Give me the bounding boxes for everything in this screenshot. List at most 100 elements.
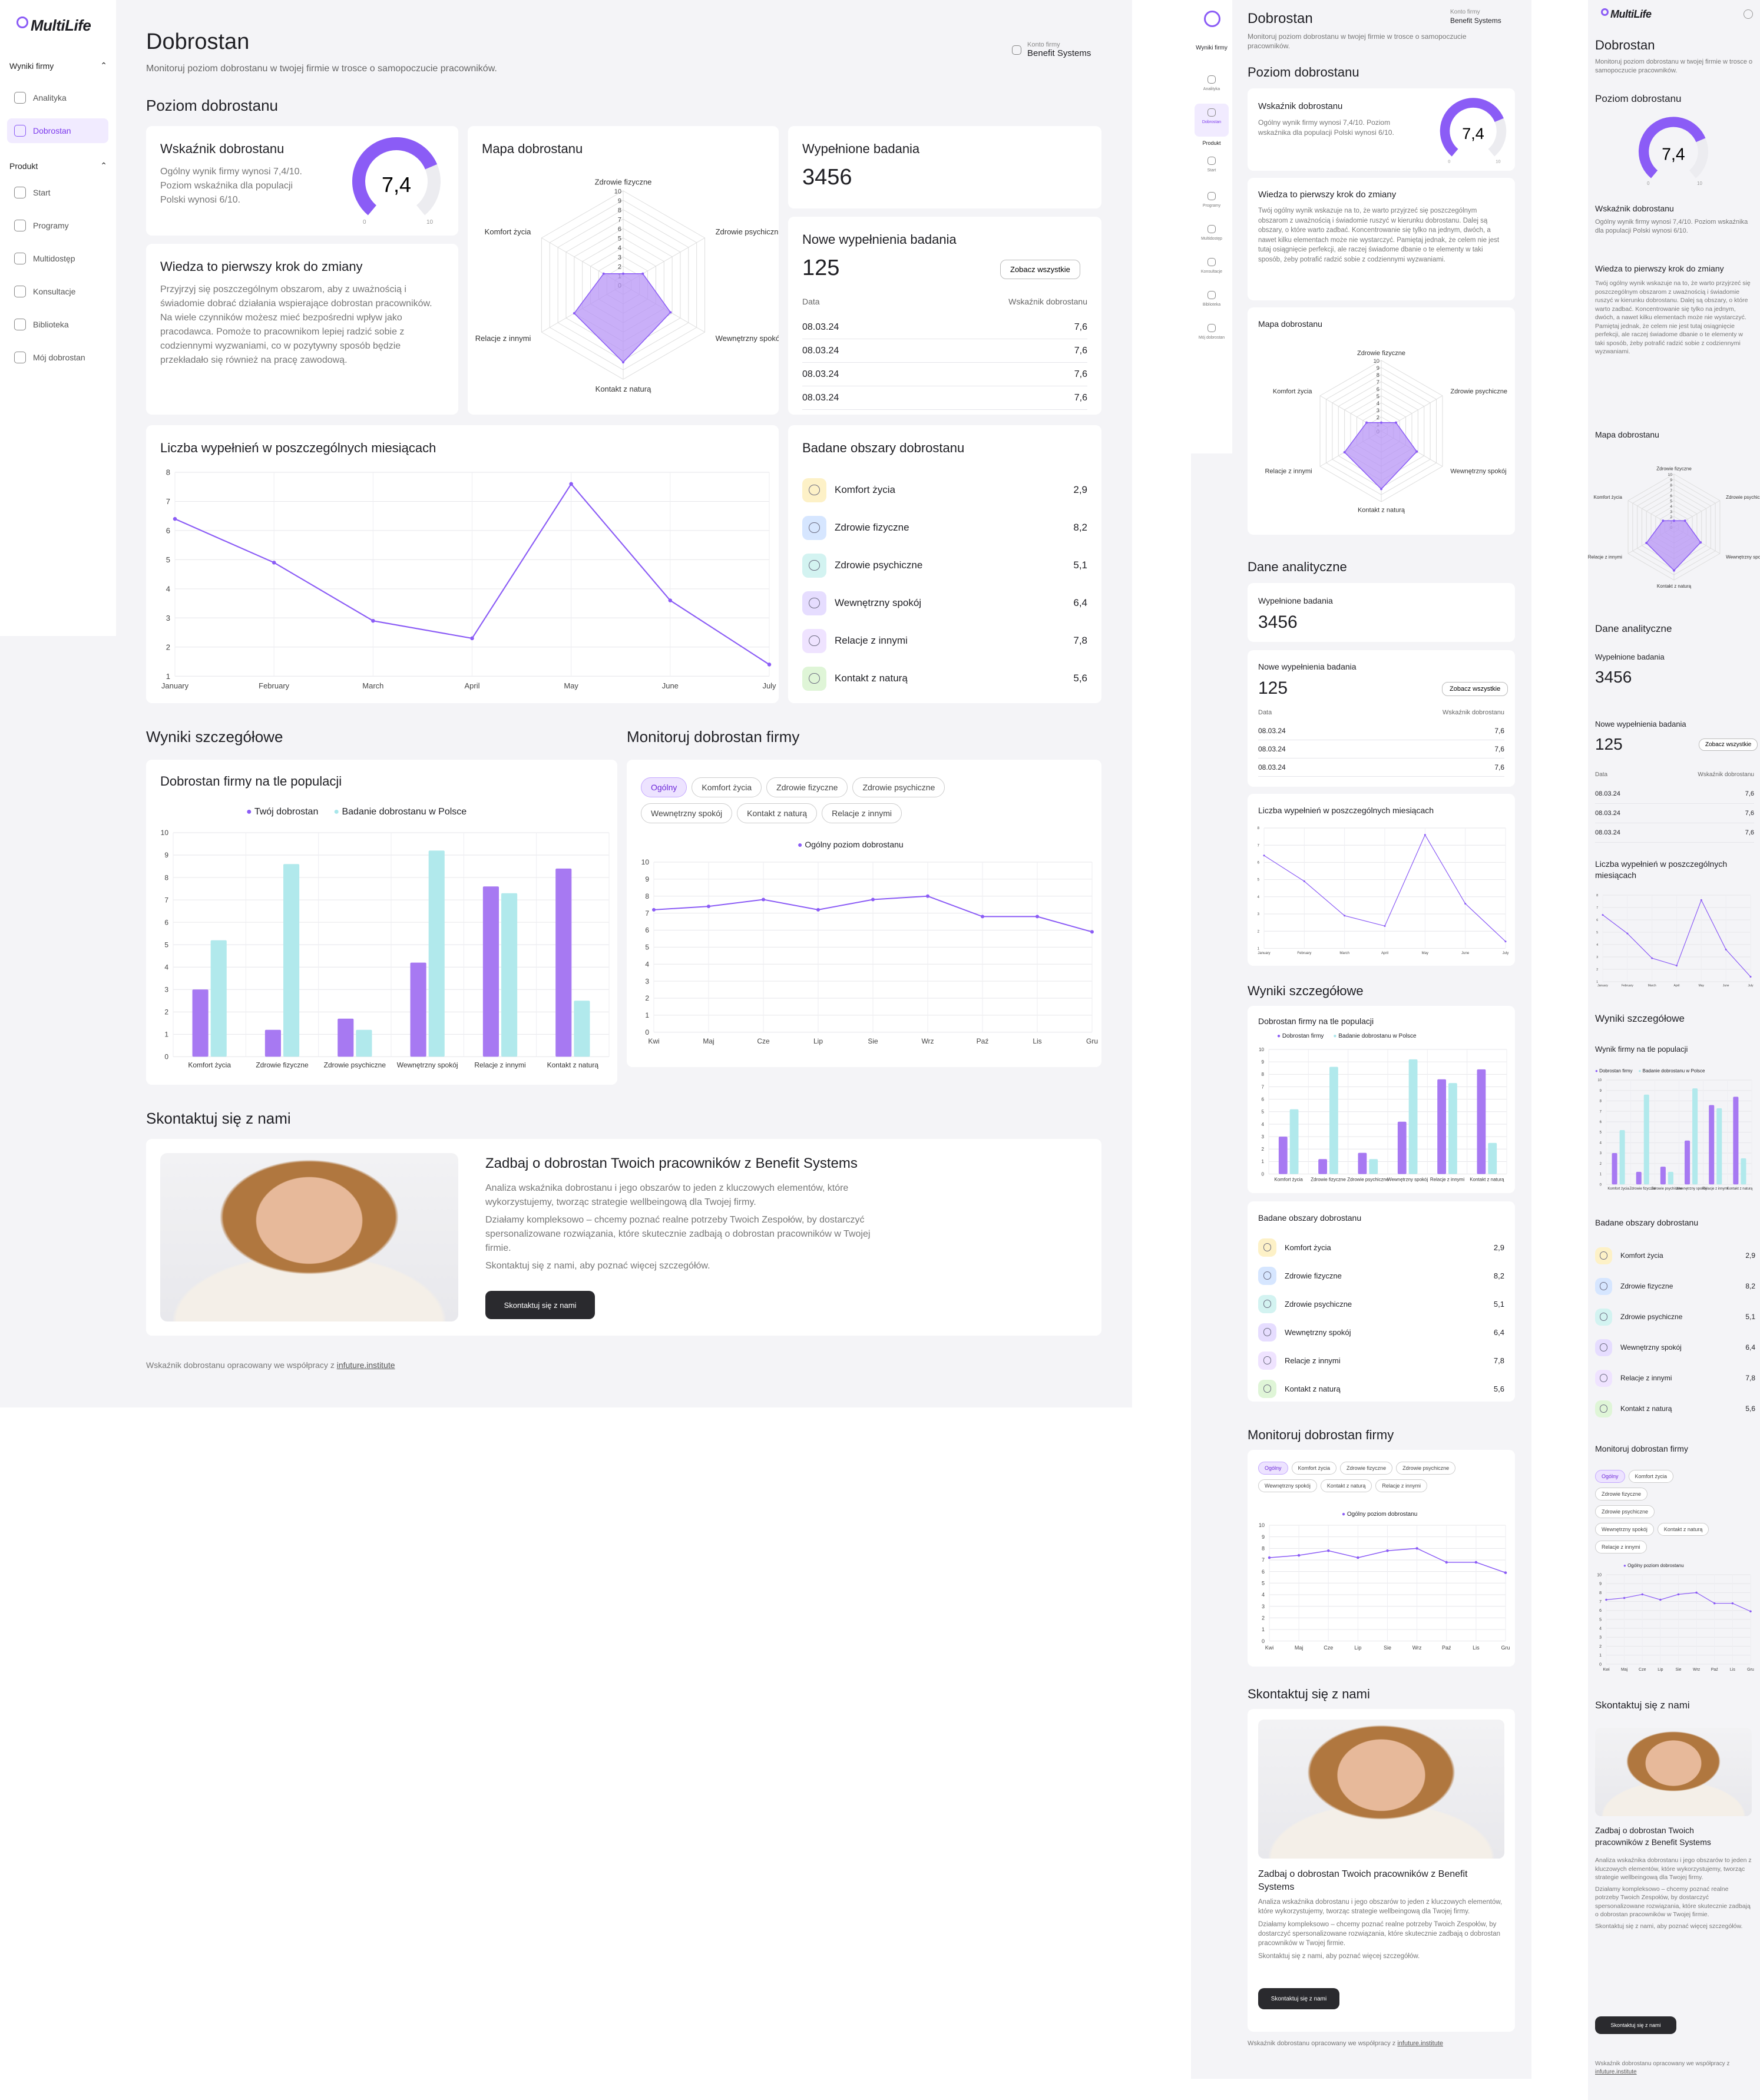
data-point [1626,932,1629,935]
y-tick-label: 1 [1600,1173,1602,1177]
y-tick-label: 9 [1262,1534,1265,1540]
contact-button[interactable]: Skontaktuj się z nami [485,1291,595,1319]
tab-kontakt-z-naturą[interactable]: Kontakt z naturą [1657,1523,1709,1536]
rail-item-biblioteka[interactable]: Biblioteka [1191,286,1232,319]
footer-link[interactable]: infuture.institute [336,1360,395,1370]
tab-zdrowie-fizyczne[interactable]: Zdrowie fizyczne [1595,1488,1648,1501]
area-value: 6,4 [1493,1327,1504,1337]
y-tick-label: 1 [164,1031,168,1039]
data-point [1749,976,1752,978]
sidebar-item-mój-dobrostan[interactable]: Mój dobrostan [7,345,108,370]
desktop-view: MultiLife Wyniki firmy ⌃ Analityka Dobrost… [0,0,1132,1407]
tab-wewnętrzny-spokój[interactable]: Wewnętrzny spokój [1258,1479,1317,1492]
tab-zdrowie-psychiczne[interactable]: Zdrowie psychiczne [852,777,945,797]
index-value: 7,4 [382,173,411,197]
tab-relacje-z-innymi[interactable]: Relacje z innymi [1375,1479,1427,1492]
y-tick-label: 2 [1596,968,1598,972]
tablet-areas-card: Badane obszary dobrostanu Komfort życia 2… [1248,1201,1515,1402]
x-tick-label: Zdrowie psychiczne [1347,1177,1389,1183]
bar-poland [1329,1066,1338,1174]
radar-tick-label: 7 [1377,379,1379,385]
tab-wewnętrzny-spokój[interactable]: Wewnętrzny spokój [1595,1523,1654,1536]
tab-zdrowie-fizyczne[interactable]: Zdrowie fizyczne [766,777,848,797]
mobile-menu-icon[interactable] [1744,9,1753,19]
rail-item-konsultacje[interactable]: Konsultacje [1191,253,1232,286]
mobile-contact-button[interactable]: Skontaktuj się z nami [1595,2016,1676,2034]
rail-item-analityka[interactable]: Analityka [1191,71,1232,104]
y-tick-label: 2 [1258,930,1260,933]
y-tick-label: 6 [1599,1609,1602,1613]
mobile-see-all-button[interactable]: Zobacz wszystkie [1699,738,1758,751]
x-tick-label: February [1622,984,1634,988]
tab-ogólny[interactable]: Ogólny [1595,1470,1625,1483]
rail-item-mój-dobrostan[interactable]: Mój dobrostan [1191,319,1232,352]
section-details: Wyniki szczegółowe [146,728,283,746]
y-tick-label: 6 [1596,919,1598,922]
sidebar-item-biblioteka[interactable]: Biblioteka [7,312,108,337]
y-tick-label: 8 [1600,1100,1602,1104]
bar-poland [501,893,518,1057]
rail-item-multidostęp[interactable]: Multidostęp [1191,220,1232,253]
sidebar-item-multidostęp[interactable]: Multidostęp [7,246,108,271]
nav-section-results[interactable]: Wyniki firmy ⌃ [9,61,107,71]
radar-chart: 012345678910Zdrowie fizyczneZdrowie psyc… [475,178,779,393]
tab-ogólny[interactable]: Ogólny [1258,1462,1288,1475]
tab-komfort-życia[interactable]: Komfort życia [692,777,762,797]
tab-zdrowie-psychiczne[interactable]: Zdrowie psychiczne [1595,1505,1655,1518]
tab-relacje-z-innymi[interactable]: Relacje z innymi [822,803,902,823]
tablet-see-all-button[interactable]: Zobacz wszystkie [1442,682,1508,696]
radar-point [1673,569,1675,572]
rail-item-programy[interactable]: Programy [1191,187,1232,220]
y-tick-label: 9 [1600,1089,1602,1093]
areas-list: Komfort życia 2,9 Zdrowie fizyczne 8,2 Zdrow… [802,471,1087,697]
sidebar-item-start[interactable]: Start [7,180,108,205]
sidebar-item-dobrostan[interactable]: Dobrostan [7,118,108,143]
radar-point [1380,421,1382,424]
area-row: Komfort życia 2,9 [1595,1240,1755,1271]
y-tick-label: 6 [1262,1569,1265,1575]
data-point [272,561,276,565]
tablet-contact-button[interactable]: Skontaktuj się z nami [1258,1988,1339,2009]
area-row: Wewnętrzny spokój 6,4 [1258,1318,1504,1346]
table-row: 08.03.24 7,6 [802,339,1087,363]
data-point [981,915,984,919]
x-tick-label: January [1258,952,1270,955]
y-tick-label: 9 [1262,1059,1265,1065]
section-contact: Skontaktuj się z nami [146,1109,291,1127]
sidebar-item-analityka[interactable]: Analityka [7,85,108,110]
mobile-view: MultiLife Dobrostan Monitoruj poziom dob… [1588,0,1760,2100]
tab-zdrowie-psychiczne[interactable]: Zdrowie psychiczne [1396,1462,1456,1475]
tab-relacje-z-innymi[interactable]: Relacje z innymi [1595,1541,1647,1554]
tab-komfort-życia[interactable]: Komfort życia [1628,1470,1674,1483]
population-title: Dobrostan firmy na tle populacji [160,774,342,789]
svg-text:7,4: 7,4 [1462,125,1484,143]
tab-komfort-życia[interactable]: Komfort życia [1291,1462,1337,1475]
account-switcher[interactable]: Konto firmy Benefit Systems [1012,41,1091,58]
sidebar-item-konsultacje[interactable]: Konsultacje [7,279,108,304]
sidebar-item-programy[interactable]: Programy [7,213,108,238]
contact-title: Zadbaj o dobrostan Twoich pracowników z … [485,1155,858,1171]
tab-zdrowie-fizyczne[interactable]: Zdrowie fizyczne [1340,1462,1393,1475]
data-point [816,907,820,912]
radar-tick-label: 6 [1670,494,1672,498]
data-point [569,482,573,486]
x-tick-label: Wewnętrzny spokój [397,1061,458,1069]
tab-ogólny[interactable]: Ogólny [641,777,687,797]
tab-wewnętrzny-spokój[interactable]: Wewnętrzny spokój [641,803,733,823]
radar-point [602,272,605,275]
data-point [371,618,375,623]
tab-kontakt-z-naturą[interactable]: Kontakt z naturą [1320,1479,1372,1492]
rail-item-dobrostan[interactable]: Dobrostan [1195,104,1229,137]
rail-item-start[interactable]: Produkt Start [1202,140,1221,173]
see-all-button[interactable]: Zobacz wszystkie [1000,260,1080,279]
tablet-account[interactable]: Konto firmy Benefit Systems [1450,9,1501,25]
data-point [1651,957,1653,959]
y-tick-label: 7 [1262,1084,1265,1089]
nav-section-product[interactable]: Produkt ⌃ [9,161,107,171]
data-point [1384,925,1386,927]
data-point [1700,899,1702,901]
data-point [1725,948,1727,950]
tab-kontakt-z-naturą[interactable]: Kontakt z naturą [737,803,818,823]
y-tick-label: 7 [1599,1600,1602,1604]
area-value: 8,2 [1745,1282,1755,1290]
